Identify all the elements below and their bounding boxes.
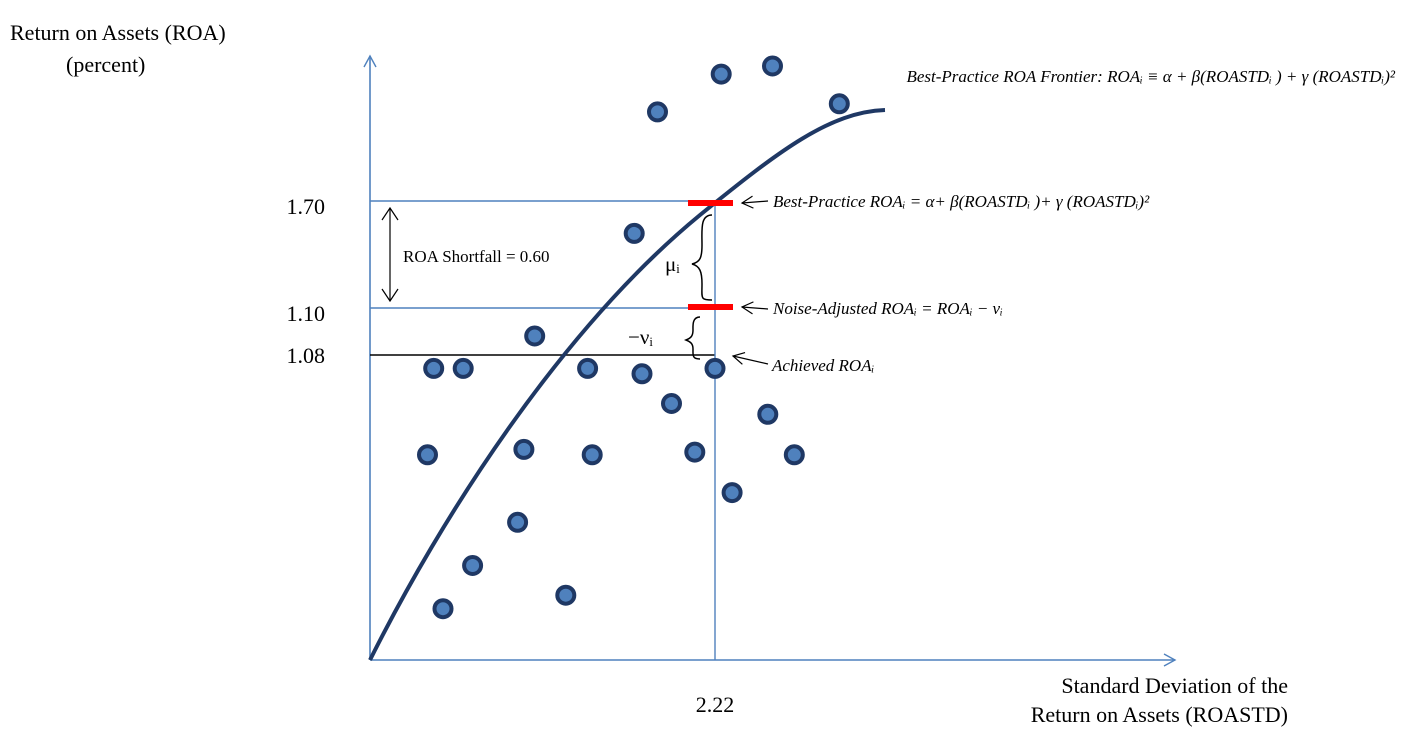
y-tick-1-70: 1.70: [287, 194, 326, 219]
data-point: [555, 584, 577, 606]
neg-nu-label: −νᵢ: [628, 325, 653, 349]
data-point: [524, 325, 546, 347]
x-axis-title-line2: Return on Assets (ROASTD): [1031, 702, 1288, 727]
shortfall-arrow-up-icon: [381, 206, 399, 221]
best-practice-label: Best-Practice ROAᵢ = α+ β(ROASTDᵢ )+ γ (…: [773, 192, 1150, 211]
nu-brace-icon: [683, 316, 701, 360]
data-point: [661, 393, 682, 414]
data-point: [417, 444, 438, 466]
frontier-equation-label: Best-Practice ROA Frontier: ROAᵢ ≡ α + β…: [906, 67, 1395, 86]
data-point: [507, 511, 529, 533]
data-point: [631, 363, 653, 385]
best-practice-pointer-icon: [740, 195, 769, 209]
data-point: [647, 101, 668, 123]
data-point: [704, 357, 726, 379]
data-point: [828, 93, 850, 115]
data-point: [452, 357, 474, 379]
data-point: [783, 444, 805, 466]
data-point: [462, 555, 484, 576]
x-axis-title-line1: Standard Deviation of the: [1061, 673, 1288, 698]
data-point: [684, 441, 706, 463]
x-tick-2-22: 2.22: [696, 692, 735, 717]
data-point: [423, 357, 445, 379]
mu-brace-icon: [691, 214, 713, 301]
y-axis-title-line1: Return on Assets (ROA): [10, 20, 226, 45]
achieved-label: Achieved ROAᵢ: [771, 356, 874, 375]
data-point: [432, 598, 454, 620]
data-point: [762, 55, 783, 77]
mu-label: μᵢ: [665, 252, 680, 276]
y-tick-1-10: 1.10: [287, 301, 326, 326]
data-point: [581, 444, 603, 466]
data-point: [623, 222, 645, 244]
shortfall-label: ROA Shortfall = 0.60: [403, 247, 550, 266]
data-point: [513, 438, 535, 460]
data-point: [721, 482, 743, 504]
data-point: [757, 403, 779, 425]
data-point: [577, 357, 599, 379]
data-point: [710, 63, 732, 85]
achieved-pointer-icon: [731, 352, 769, 365]
noise-adjusted-label: Noise-Adjusted ROAᵢ = ROAᵢ − vᵢ: [772, 299, 1003, 318]
y-tick-1-08: 1.08: [287, 343, 326, 368]
frontier-curve: [368, 108, 886, 661]
shortfall-arrow-down-icon: [381, 288, 399, 303]
noise-adjusted-pointer-icon: [740, 301, 769, 315]
data-points: [417, 55, 850, 620]
y-axis-title-line2: (percent): [66, 52, 145, 77]
